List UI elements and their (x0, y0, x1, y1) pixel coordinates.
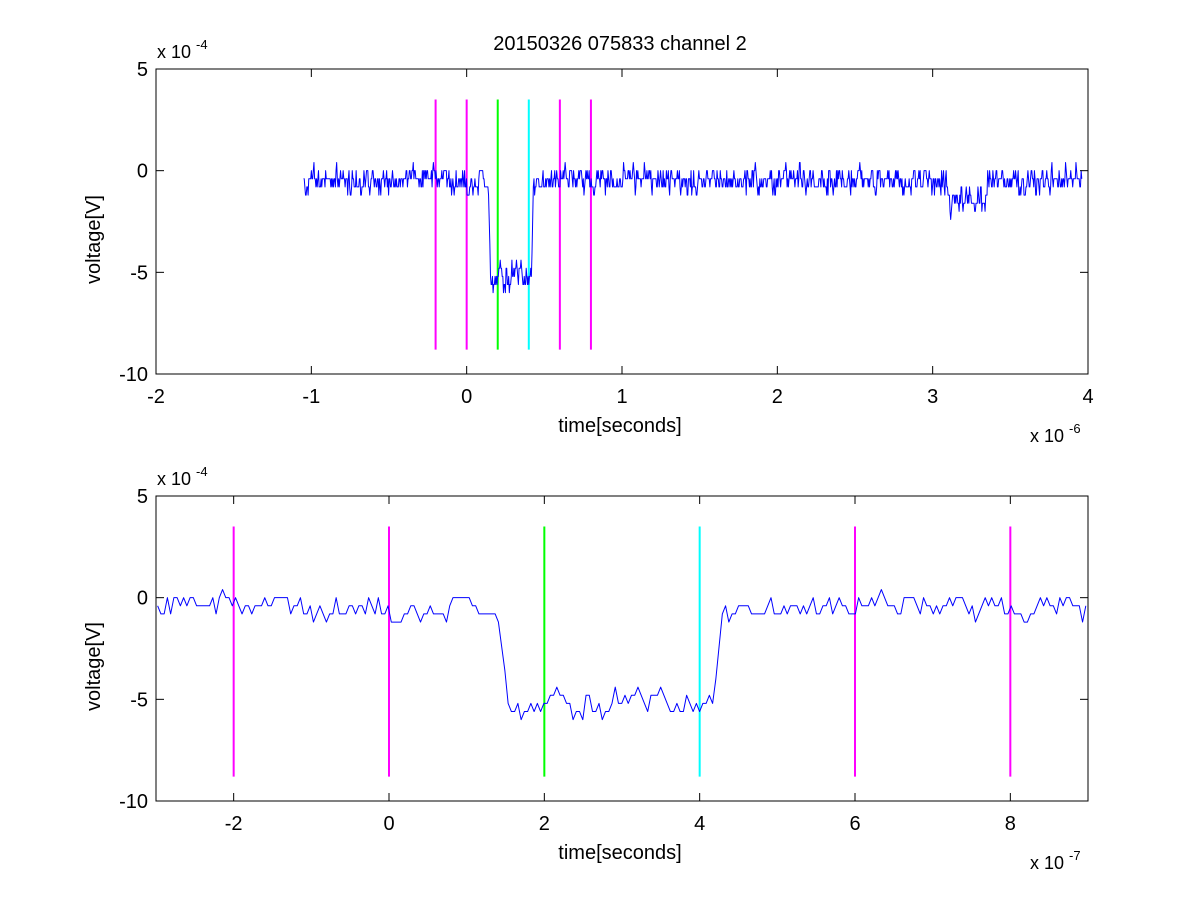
bottom-plot-x-ticks: -2 0 2 4 6 8 (225, 496, 1016, 835)
bottom-plot-y-tick-label: -5 (130, 689, 148, 711)
top-plot-markers (434, 99, 592, 350)
bottom-plot-x-tick-label: 6 (849, 813, 860, 835)
top-plot-x-tick-label: -2 (147, 386, 165, 408)
bottom-plot-x-tick-label: 2 (539, 813, 550, 835)
bottom-plot-axes-box (155, 495, 1089, 802)
top-plot-x-tick-label: 0 (461, 386, 472, 408)
bottom-plot-markers (232, 526, 1012, 777)
top-plot-y-ticks: -10 -5 0 5 (119, 59, 1088, 386)
top-plot-x-multiplier-exponent: -6 (1069, 421, 1081, 436)
top-plot-signal-line (303, 162, 1083, 294)
top-plot-x-label: time[seconds] (558, 415, 681, 437)
top-plot-y-multiplier: x 10 -4 (157, 37, 208, 62)
top-plot-y-tick-label: 0 (137, 161, 148, 183)
top-plot-x-multiplier-base: x 10 (1030, 426, 1064, 446)
top-plot-y-tick-label: 5 (137, 59, 148, 81)
bottom-plot-x-label: time[seconds] (558, 842, 681, 864)
top-plot-axes-box (155, 68, 1089, 375)
bottom-plot-y-tick-label: 0 (137, 588, 148, 610)
figure-title: 20150326 075833 channel 2 (493, 33, 747, 55)
bottom-plot-x-multiplier: x 10 -7 (1030, 848, 1081, 873)
bottom-plot-y-label: voltage[V] (83, 622, 105, 711)
bottom-plot-y-ticks: -10 -5 0 5 (119, 486, 1088, 813)
bottom-plot-x-multiplier-base: x 10 (1030, 853, 1064, 873)
bottom-plot-y-tick-label: -10 (119, 791, 148, 813)
top-plot-y-tick-label: -10 (119, 364, 148, 386)
top-plot-x-tick-label: -1 (302, 386, 320, 408)
top-plot-x-tick-label: 4 (1082, 386, 1093, 408)
bottom-plot-y-multiplier: x 10 -4 (157, 464, 208, 489)
bottom-plot-y-multiplier-exponent: -4 (196, 464, 208, 479)
top-plot-x-tick-label: 3 (927, 386, 938, 408)
top-plot-x-tick-label: 1 (616, 386, 627, 408)
top-plot-x-tick-label: 2 (772, 386, 783, 408)
top-plot-x-ticks: -2 -1 0 1 2 3 4 (147, 69, 1094, 408)
bottom-plot: -2 0 2 4 6 8 -10 -5 0 5 time[seconds] voltage[V]… (83, 464, 1089, 873)
bottom-plot-y-multiplier-base: x 10 (157, 469, 191, 489)
bottom-plot-x-multiplier-exponent: -7 (1069, 848, 1081, 863)
bottom-plot-x-tick-label: 4 (694, 813, 705, 835)
top-plot-x-multiplier: x 10 -6 (1030, 421, 1081, 446)
top-plot-y-multiplier-exponent: -4 (196, 37, 208, 52)
top-plot: -2 -1 0 1 2 3 4 -10-505 time[seconds] voltage[… (83, 37, 1094, 446)
top-plot-y-label: voltage[V] (83, 195, 105, 284)
bottom-plot-x-tick-label: 8 (1005, 813, 1016, 835)
top-plot-y-multiplier-base: x 10 (157, 42, 191, 62)
bottom-plot-y-tick-label: 5 (137, 486, 148, 508)
bottom-plot-signal-line (157, 589, 1087, 721)
bottom-plot-x-tick-label: 0 (383, 813, 394, 835)
top-plot-y-tick-label: -5 (130, 262, 148, 284)
bottom-plot-x-tick-label: -2 (225, 813, 243, 835)
